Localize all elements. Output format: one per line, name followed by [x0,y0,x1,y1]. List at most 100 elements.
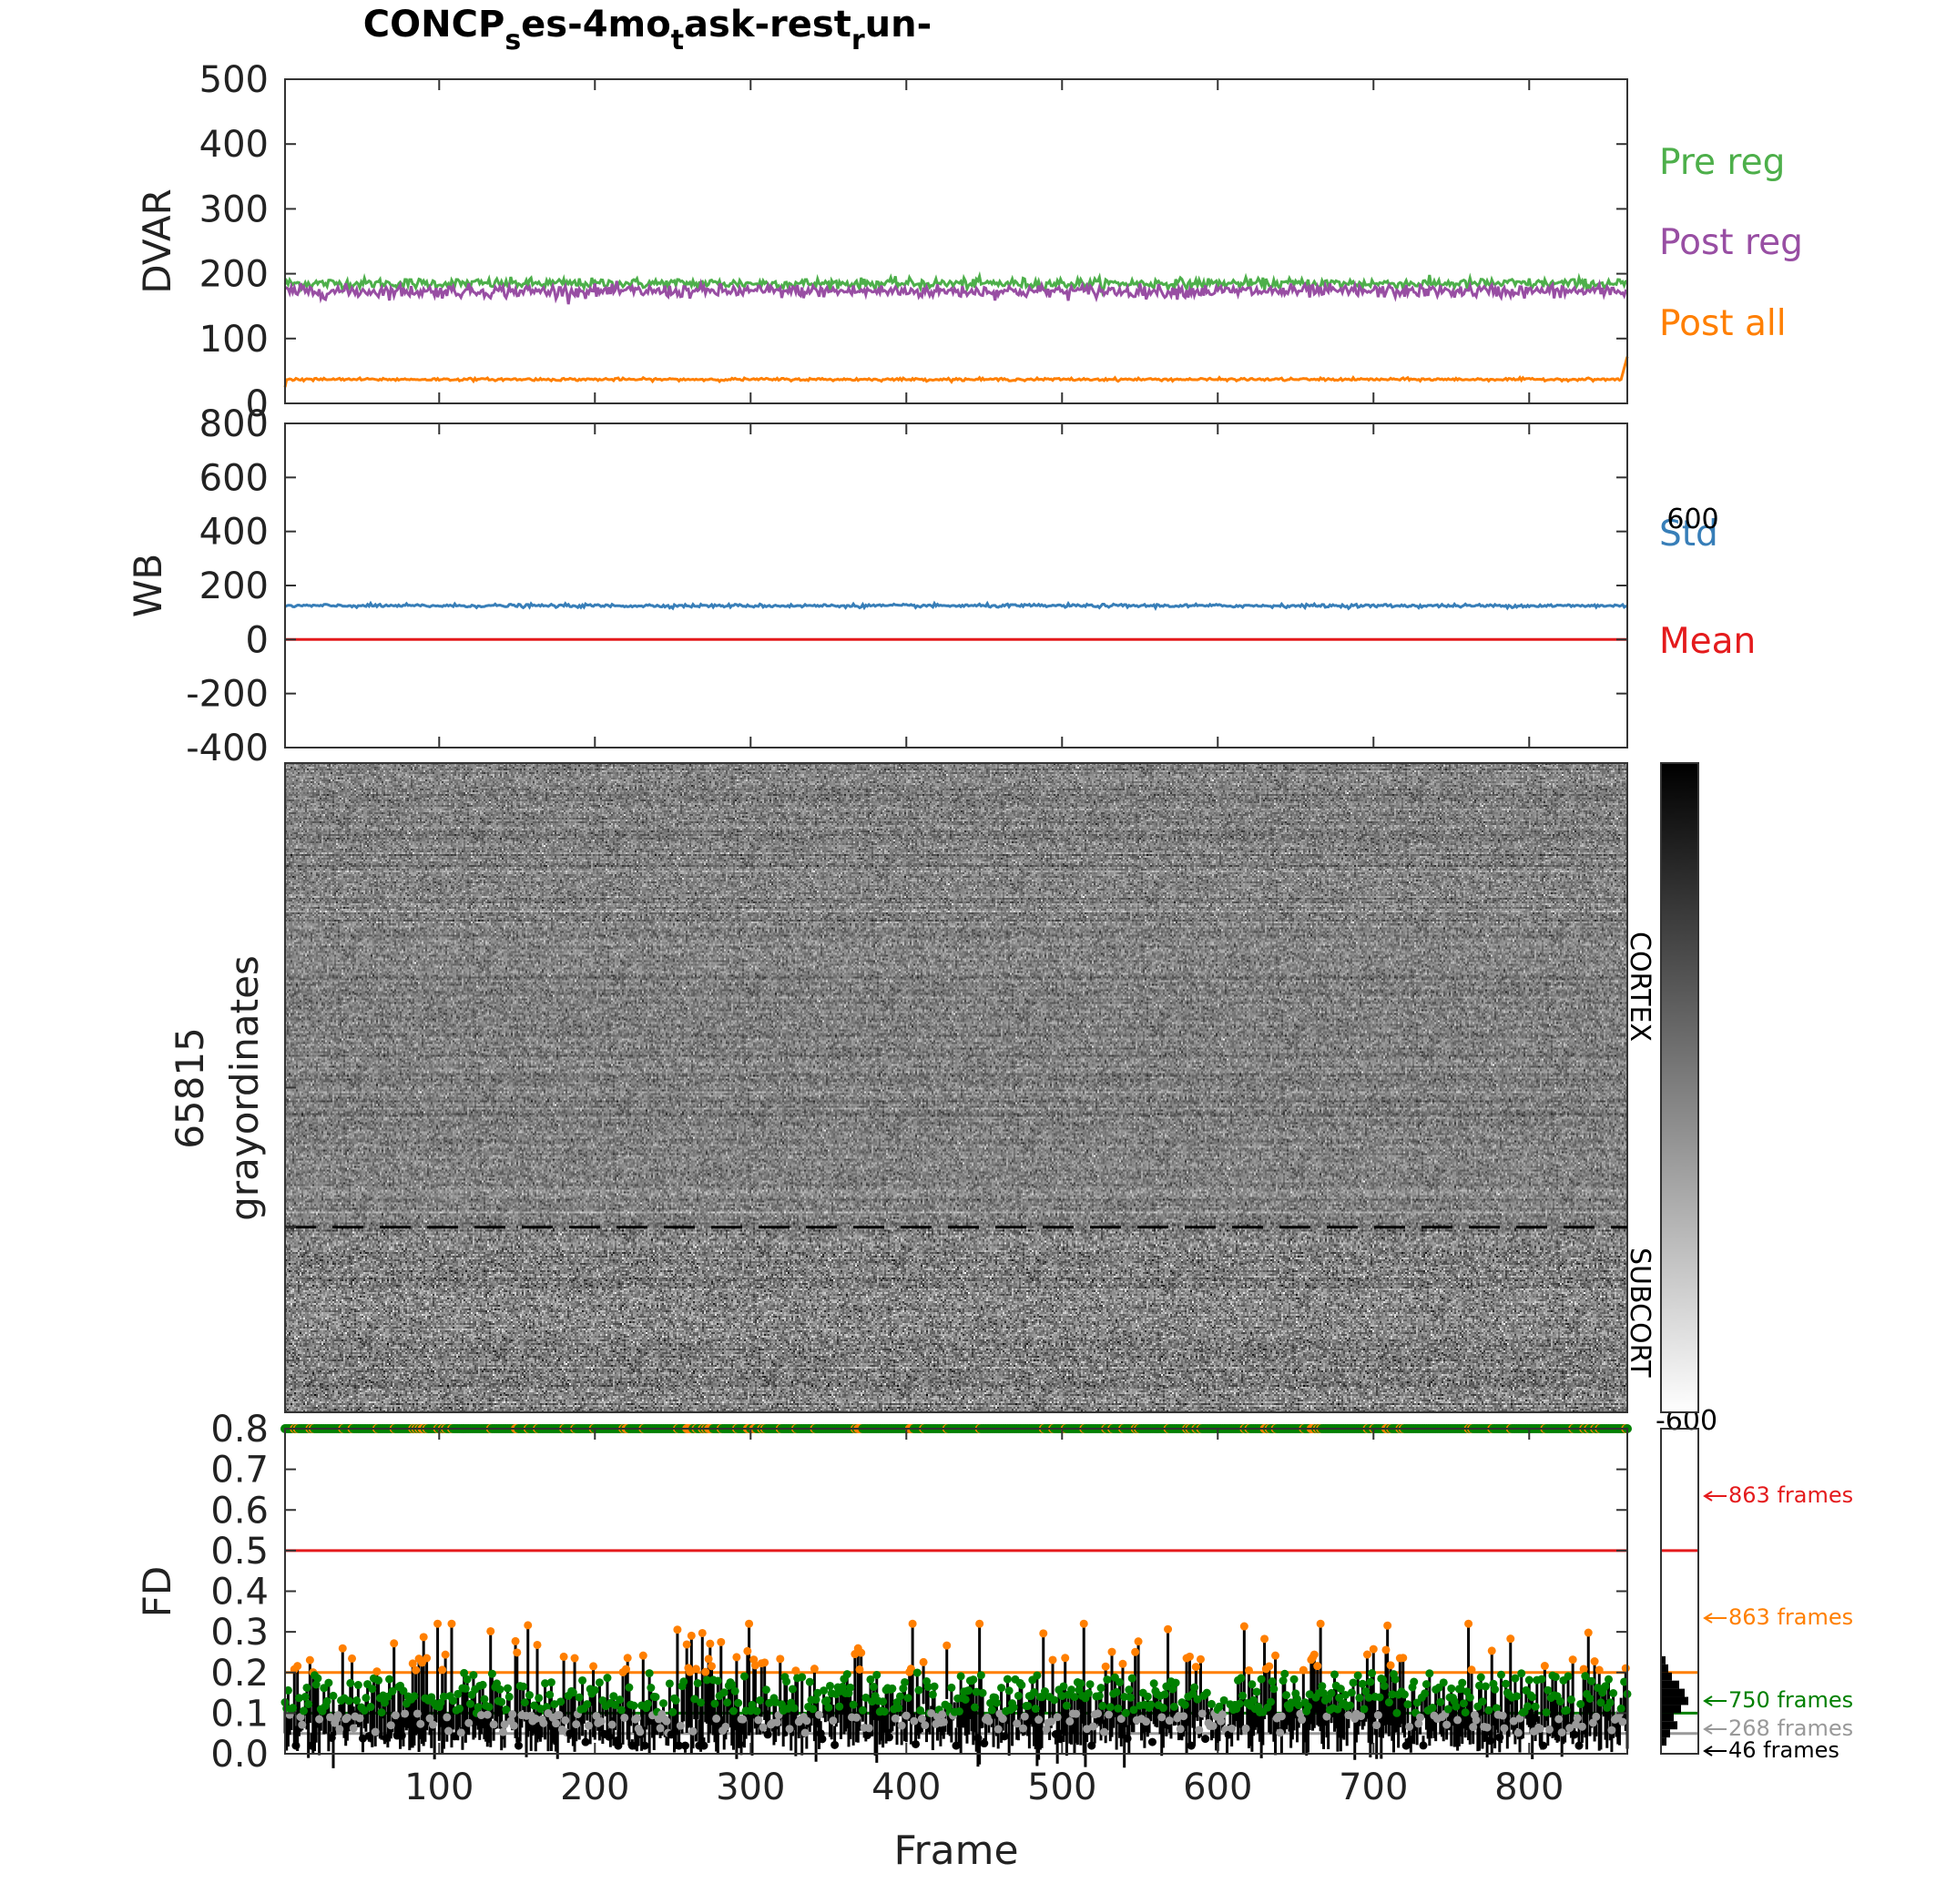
fd-point [444,1726,453,1736]
fd-point [810,1665,819,1674]
fd-point [1405,1722,1414,1731]
fd-point [1364,1693,1373,1702]
fd-point [636,1727,645,1736]
fd-point [1121,1708,1130,1717]
fd-point [1129,1705,1138,1715]
fd-point [380,1698,389,1707]
fd-point [1252,1687,1261,1696]
fd-ytick-label: 0.7 [210,1450,269,1492]
fd-point [632,1714,641,1723]
fd-point [1125,1685,1134,1695]
grayordinate-panel: 65815 grayordinates 600 -600 [168,504,1719,1437]
fd-point [333,1710,342,1719]
fd-point [1590,1657,1599,1666]
fd-xtick-label: 500 [1027,1767,1096,1808]
fd-point [1511,1674,1520,1683]
fd-point [1065,1716,1075,1726]
fd-point [455,1704,464,1713]
fd-point [1601,1682,1610,1691]
fd-point [611,1700,620,1709]
fd-point [888,1684,897,1693]
fd-point [1158,1704,1167,1713]
fd-point [735,1740,744,1749]
fd-point [976,1671,985,1680]
fd-point [1217,1716,1226,1726]
fd-point [313,1674,322,1683]
fd-point [1147,1737,1157,1746]
fd-point [298,1720,307,1729]
wb-ytick-tick-label: 600 [199,457,269,499]
wb-xtickmarks [438,423,1531,748]
fd-point [952,1741,961,1750]
fd-point [305,1655,314,1665]
fd-point [1459,1699,1468,1708]
fd-point [640,1741,649,1750]
fd-point [864,1724,873,1733]
fd-point [1257,1675,1266,1684]
fd-point [1579,1665,1588,1674]
fd-point [1118,1659,1127,1668]
fd-point [647,1684,656,1693]
fd-point [1421,1680,1431,1689]
fd-point [495,1685,504,1694]
fd-point [1576,1699,1585,1708]
fd-point [717,1637,726,1646]
fd-point [561,1716,570,1725]
fd-point [1443,1705,1452,1714]
fd-point [1298,1716,1307,1725]
fd-point [1335,1694,1344,1703]
fd-point [835,1702,844,1711]
fd-point [524,1621,533,1630]
fd-point [701,1667,710,1676]
fd-point [1050,1695,1059,1705]
fd-point [1188,1689,1197,1698]
fd-point [1056,1735,1065,1744]
fd-point [857,1648,866,1657]
fd-point [1380,1682,1389,1691]
fd-point [476,1711,485,1720]
fd-point [342,1713,352,1722]
fd-point [1604,1675,1613,1684]
fd-hist-bar [1661,1729,1670,1738]
fd-point [782,1677,791,1686]
fd-point [388,1686,397,1695]
fd-point [1388,1690,1397,1699]
fd-histogram [1661,1549,1698,1746]
fd-point [1464,1619,1473,1628]
fd-point [607,1720,616,1729]
fd-frame-counts: 863 frames 863 frames 750 frames 268 frames… [1703,1482,1853,1763]
fd-point [1282,1691,1291,1700]
fd-point [352,1696,362,1705]
legend-std: Std [1659,514,1718,555]
fd-point [728,1680,737,1689]
fd-point [943,1641,952,1650]
fd-point [425,1714,434,1723]
fd-point [903,1694,912,1703]
fd-point [304,1699,313,1708]
fd-point [914,1685,923,1695]
fd-point [693,1678,702,1687]
fd-point [1114,1704,1123,1713]
fd-point [374,1675,383,1685]
fd-point [830,1740,840,1749]
fd-point [293,1662,302,1671]
fd-point [366,1703,375,1712]
fd-point [1540,1662,1549,1671]
colorbar-max-label: 600 [1666,504,1718,535]
fd-point [329,1691,338,1700]
fd-point [346,1678,355,1687]
fd-hist-bar [1661,1737,1666,1746]
fd-point [1472,1716,1481,1725]
fd-hist-bar [1661,1705,1681,1714]
fd-point [739,1672,749,1681]
fd-point [433,1619,443,1628]
fd-point [1585,1694,1595,1703]
fd-point [894,1704,903,1713]
fd-point [545,1690,555,1699]
fd-point [1280,1669,1289,1678]
fd-point [348,1654,357,1663]
fd-hist-bar [1661,1664,1668,1673]
fd-point [508,1710,517,1719]
frame-count-label: 863 frames [1728,1604,1853,1630]
